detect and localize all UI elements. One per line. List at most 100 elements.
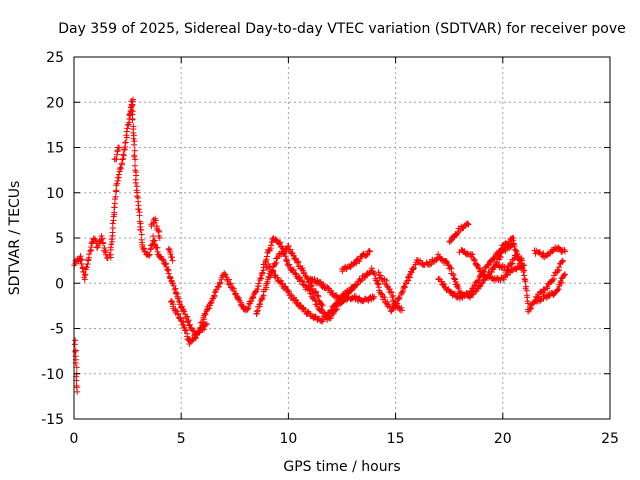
data-point xyxy=(122,139,129,146)
data-point xyxy=(454,230,461,237)
data-point xyxy=(88,244,95,251)
data-point xyxy=(84,264,91,271)
data-point xyxy=(328,306,335,313)
data-point xyxy=(113,187,120,194)
data-point xyxy=(171,286,178,293)
data-point xyxy=(255,280,262,287)
x-tick-label: 15 xyxy=(387,431,405,447)
data-point xyxy=(417,257,424,264)
x-axis-label: GPS time / hours xyxy=(283,459,400,475)
data-point xyxy=(129,116,136,123)
data-point xyxy=(343,264,350,271)
data-point xyxy=(440,281,447,288)
data-point xyxy=(112,193,119,200)
data-point xyxy=(452,291,459,298)
data-point xyxy=(111,209,118,216)
data-point xyxy=(133,193,140,200)
data-point xyxy=(146,252,153,259)
data-point xyxy=(135,206,142,213)
data-point xyxy=(131,141,138,148)
data-point xyxy=(202,321,209,328)
data-point xyxy=(211,292,218,299)
data-point xyxy=(169,254,176,261)
data-point xyxy=(377,272,384,279)
data-point xyxy=(315,293,322,300)
data-point xyxy=(136,212,143,219)
data-point xyxy=(270,267,277,274)
data-point xyxy=(401,284,408,291)
data-point xyxy=(353,281,360,288)
x-tick-label: 25 xyxy=(601,431,619,447)
data-point xyxy=(160,257,167,264)
data-point xyxy=(368,265,375,272)
data-point xyxy=(268,269,275,276)
data-point xyxy=(464,220,471,227)
data-point xyxy=(504,241,511,248)
data-point xyxy=(131,153,138,160)
data-point xyxy=(98,233,105,240)
data-point xyxy=(497,246,504,253)
data-point xyxy=(290,252,297,259)
data-point xyxy=(277,239,284,246)
data-point xyxy=(374,280,381,287)
data-point xyxy=(169,257,176,264)
y-axis-label: SDTVAR / TECUs xyxy=(7,181,23,296)
data-point xyxy=(478,280,485,287)
y-tick-label: 5 xyxy=(55,231,64,247)
data-point xyxy=(263,253,270,260)
data-point xyxy=(375,269,382,276)
data-point xyxy=(521,275,528,282)
data-point xyxy=(559,257,566,264)
data-point xyxy=(78,260,85,267)
data-point xyxy=(86,251,93,258)
data-point xyxy=(352,293,359,300)
data-point xyxy=(151,238,158,245)
data-point xyxy=(130,129,137,136)
data-point xyxy=(544,284,551,291)
data-point xyxy=(128,107,135,114)
data-point xyxy=(520,269,527,276)
data-point xyxy=(469,251,476,258)
data-point xyxy=(74,388,81,395)
data-point xyxy=(327,315,334,322)
data-point xyxy=(155,251,162,258)
data-point xyxy=(182,327,189,334)
data-point xyxy=(476,283,483,290)
data-point xyxy=(336,294,343,301)
chart-title: Day 359 of 2025, Sidereal Day-to-day VTE… xyxy=(58,21,626,37)
data-point xyxy=(189,337,196,344)
data-point xyxy=(475,277,482,284)
data-point xyxy=(127,109,134,116)
y-tick-label: 20 xyxy=(46,95,64,111)
x-tick-labels: 0 5 10 15 20 25 xyxy=(70,57,619,447)
data-point xyxy=(497,254,504,261)
data-point xyxy=(73,364,80,371)
data-point xyxy=(311,295,318,302)
data-point xyxy=(313,280,320,287)
data-point xyxy=(468,288,475,295)
data-point xyxy=(189,327,196,334)
data-point xyxy=(137,227,144,234)
data-point xyxy=(308,283,315,290)
y-tick-label: -5 xyxy=(50,322,64,338)
data-point xyxy=(254,286,261,293)
data-point xyxy=(459,225,466,232)
data-point xyxy=(155,227,162,234)
data-point xyxy=(236,294,243,301)
data-point xyxy=(451,275,458,282)
data-point xyxy=(71,341,78,348)
data-point xyxy=(248,298,255,305)
data-point xyxy=(474,261,481,268)
x-tick-label: 0 xyxy=(70,431,79,447)
data-point xyxy=(312,297,319,304)
data-point xyxy=(364,251,371,258)
data-point xyxy=(115,171,122,178)
data-point xyxy=(266,264,273,271)
data-point xyxy=(229,284,236,291)
data-point xyxy=(211,289,218,296)
y-tick-label: 10 xyxy=(46,186,64,202)
data-point xyxy=(299,278,306,285)
data-point xyxy=(109,220,116,227)
data-point xyxy=(450,272,457,279)
